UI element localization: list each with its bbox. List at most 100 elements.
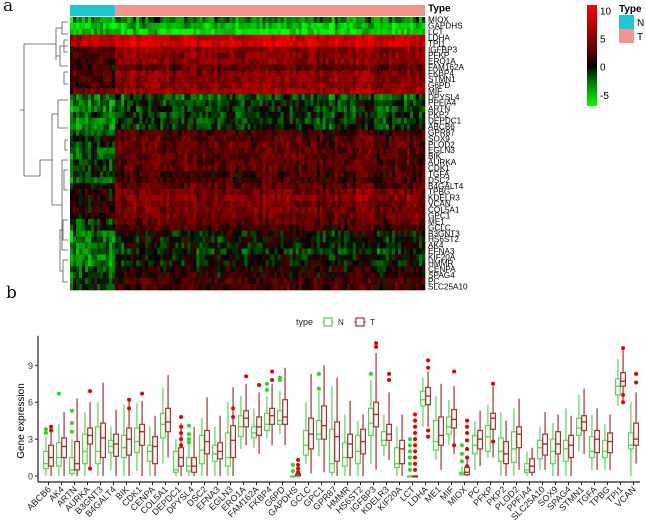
heatmap-cell xyxy=(226,195,230,202)
heatmap-cell xyxy=(355,106,360,113)
heatmap-cell xyxy=(397,212,402,220)
heatmap-cell xyxy=(406,236,411,243)
heatmap-cell xyxy=(388,129,393,136)
heatmap-cell xyxy=(358,206,363,214)
heatmap-cell xyxy=(220,189,224,196)
heatmap-cell xyxy=(409,183,414,190)
heatmap-cell xyxy=(265,153,269,160)
heatmap-cell xyxy=(130,165,134,172)
heatmap-cell xyxy=(76,58,80,65)
heatmap-cell xyxy=(82,260,86,267)
heatmap-cell xyxy=(310,236,314,243)
heatmap-cell xyxy=(358,34,363,42)
heatmap-cell xyxy=(88,260,92,267)
heatmap-cell xyxy=(97,236,101,243)
heatmap-cell xyxy=(286,200,290,208)
heatmap-cell xyxy=(223,206,227,214)
heatmap-cell xyxy=(166,58,170,65)
heatmap-cell xyxy=(388,248,393,255)
heatmap-cell xyxy=(235,129,239,136)
heatmap-cell xyxy=(214,218,218,226)
heatmap-cell xyxy=(253,159,257,166)
heatmap-cell xyxy=(130,135,134,142)
heatmap-cell xyxy=(184,200,188,208)
heatmap-cell xyxy=(385,34,390,42)
heatmap-cell xyxy=(142,40,146,47)
heatmap-cell xyxy=(154,147,158,154)
heatmap-cell xyxy=(418,106,423,113)
heatmap-cell xyxy=(313,189,317,196)
heatmap-cell xyxy=(118,218,122,226)
heatmap-cell xyxy=(298,200,302,208)
heatmap-cell xyxy=(277,58,281,65)
heatmap-cell xyxy=(127,64,131,71)
heatmap-cell xyxy=(109,88,113,95)
heatmap-cell xyxy=(94,260,98,267)
heatmap-cell xyxy=(403,111,408,119)
heatmap-cell xyxy=(85,195,89,202)
heatmap-cell xyxy=(412,153,417,160)
heatmap-cell xyxy=(166,212,170,220)
heatmap-cell xyxy=(391,135,396,142)
heatmap-cell xyxy=(199,254,203,261)
heatmap-cell xyxy=(289,46,293,53)
heatmap-cell xyxy=(349,212,354,220)
heatmap-cell xyxy=(364,34,369,42)
heatmap-cell xyxy=(325,40,330,47)
heatmap-cell xyxy=(124,165,128,172)
heatmap-cell xyxy=(208,260,212,267)
heatmap-cell xyxy=(283,34,287,42)
heatmap-cell xyxy=(421,141,426,148)
heatmap-cell xyxy=(319,254,324,261)
heatmap-cell xyxy=(160,165,164,172)
heatmap-cell xyxy=(103,135,107,142)
heatmap-cell xyxy=(250,171,254,178)
heatmap-cell xyxy=(340,82,345,89)
heatmap-cell xyxy=(133,22,137,30)
heatmap-cell xyxy=(331,28,336,36)
heatmap-cell xyxy=(82,254,86,261)
heatmap-cell xyxy=(286,58,290,65)
heatmap-cell xyxy=(238,17,242,24)
heatmap-cell xyxy=(229,64,233,71)
heatmap-cell xyxy=(97,111,101,119)
heatmap-cell xyxy=(127,171,131,178)
heatmap-cell xyxy=(280,52,284,59)
heatmap-cell xyxy=(418,28,423,36)
heatmap-cell xyxy=(130,117,134,125)
heatmap-cell xyxy=(160,106,164,113)
heatmap-cell xyxy=(142,260,146,267)
heatmap-cell xyxy=(262,153,266,160)
heatmap-cell xyxy=(412,206,417,214)
heatmap-cell xyxy=(205,64,209,71)
heatmap-cell xyxy=(130,236,134,243)
heatmap-cell xyxy=(367,129,372,136)
heatmap-cell xyxy=(160,52,164,59)
heatmap-cell xyxy=(151,123,155,131)
heatmap-cell xyxy=(178,28,182,36)
heatmap-cell xyxy=(220,129,224,136)
heatmap-cell xyxy=(277,218,281,226)
heatmap-cell xyxy=(391,153,396,160)
heatmap-cell xyxy=(361,141,366,148)
heatmap-cell xyxy=(376,224,381,231)
heatmap-cell xyxy=(178,111,182,119)
heatmap-cell xyxy=(355,183,360,190)
heatmap-cell xyxy=(343,147,348,154)
heatmap-cell xyxy=(313,76,317,83)
heatmap-cell xyxy=(397,248,402,255)
heatmap-cell xyxy=(106,195,110,202)
heatmap-cell xyxy=(379,242,384,249)
heatmap-cell xyxy=(373,106,378,113)
heatmap-cell xyxy=(328,64,333,71)
heatmap-cell xyxy=(202,218,206,226)
heatmap-cell xyxy=(97,224,101,231)
heatmap-cell xyxy=(376,52,381,59)
heatmap-cell xyxy=(349,242,354,249)
heatmap-cell xyxy=(73,135,77,142)
heatmap-cell xyxy=(367,248,372,255)
heatmap-cell xyxy=(172,218,176,226)
heatmap-cell xyxy=(229,46,233,53)
heatmap-cell xyxy=(151,106,155,113)
heatmap-cell xyxy=(79,195,83,202)
